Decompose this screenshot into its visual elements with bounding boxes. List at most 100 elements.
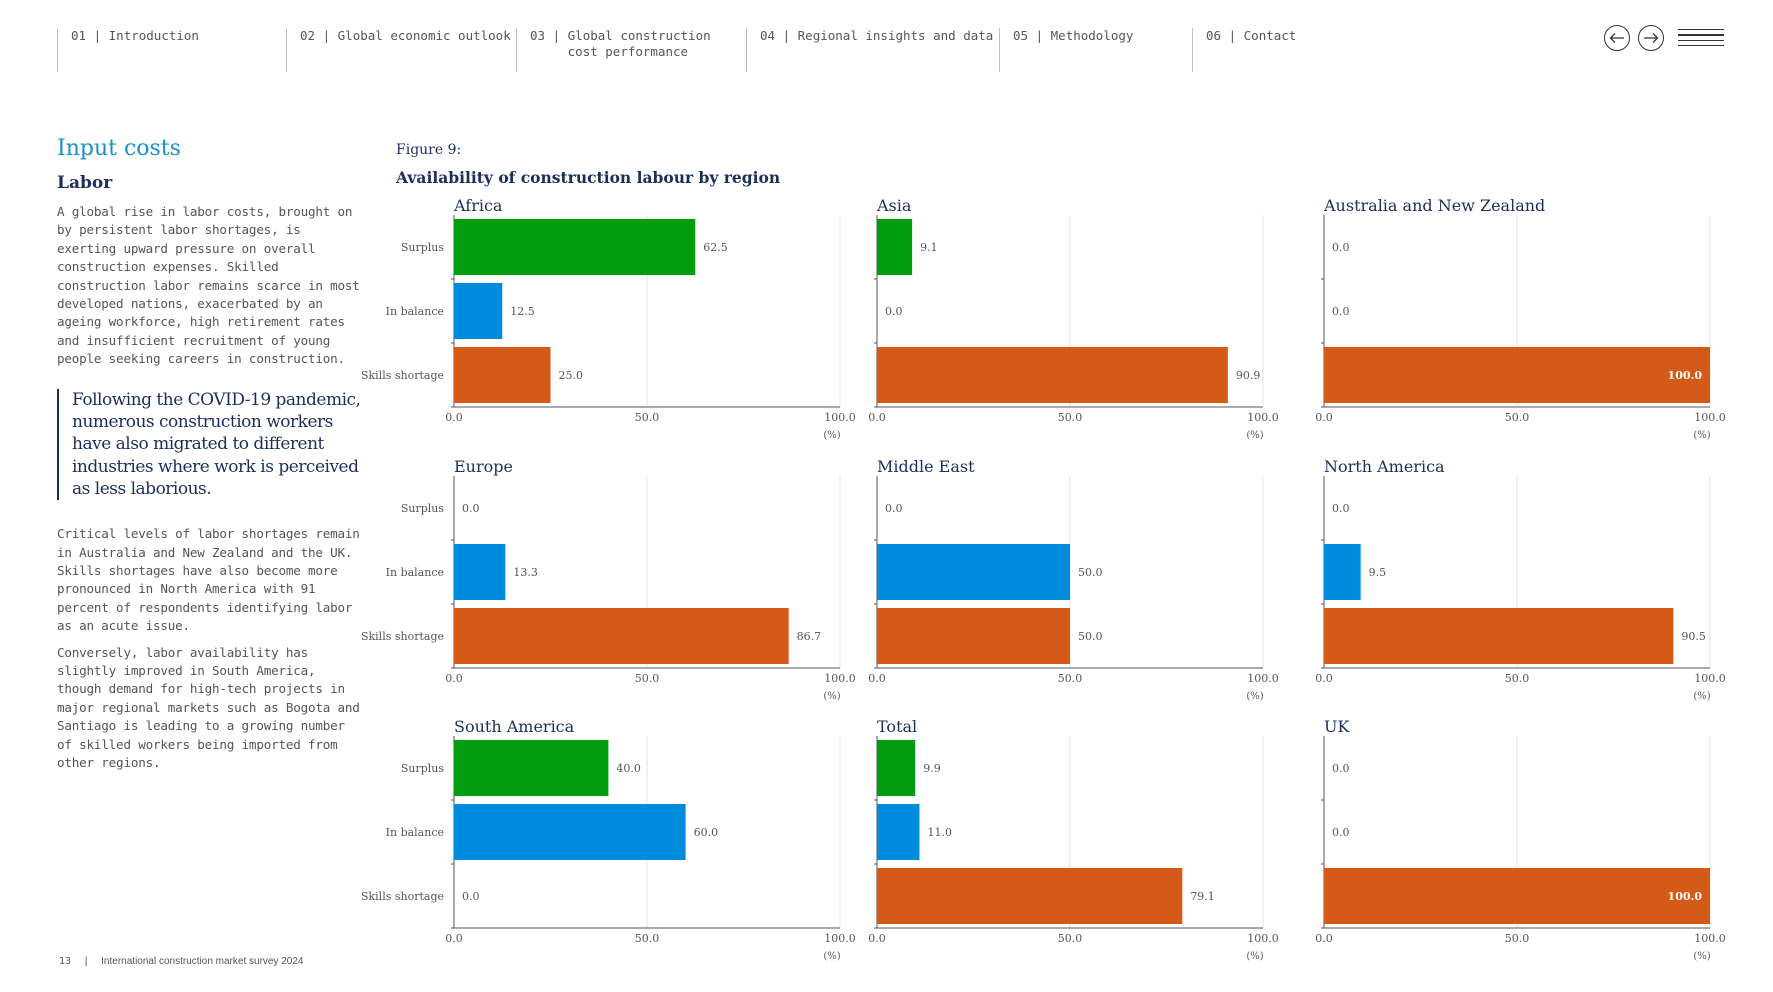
bar-africa-skills-shortage: [454, 347, 551, 403]
chart-title-middle-east: Middle East: [877, 457, 975, 476]
x-tick-label: 100.0: [1694, 672, 1726, 685]
data-label: 50.0: [1078, 566, 1103, 579]
data-label: 90.5: [1681, 630, 1706, 643]
data-label: 0.0: [462, 502, 480, 515]
x-tick-label: 0.0: [445, 672, 463, 685]
x-tick-label: 50.0: [635, 932, 660, 945]
data-label: 0.0: [885, 305, 903, 318]
data-label: 0.0: [1332, 762, 1350, 775]
chart-title-south-america: South America: [454, 717, 575, 736]
chart-title-uk: UK: [1324, 717, 1350, 736]
x-tick-label: 0.0: [1315, 672, 1333, 685]
data-label: 9.5: [1369, 566, 1387, 579]
bar-south-america-surplus: [454, 740, 608, 796]
bar-middle-east-skills-shortage: [877, 608, 1070, 664]
data-label: 0.0: [885, 502, 903, 515]
category-label: In balance: [386, 305, 444, 318]
data-label: 79.1: [1190, 890, 1215, 903]
category-label: Surplus: [401, 241, 445, 254]
data-label: 100.0: [1668, 369, 1703, 382]
data-label: 9.1: [920, 241, 938, 254]
category-label: Skills shortage: [361, 369, 444, 382]
data-label: 50.0: [1078, 630, 1103, 643]
bar-europe-in-balance: [454, 544, 505, 600]
x-axis-unit: (%): [1693, 430, 1710, 441]
chart-title-north-america: North America: [1324, 457, 1445, 476]
data-label: 100.0: [1668, 890, 1703, 903]
bar-africa-in-balance: [454, 283, 502, 339]
chart-title-asia: Asia: [876, 196, 912, 215]
bar-south-america-in-balance: [454, 804, 686, 860]
x-axis-unit: (%): [1246, 691, 1263, 702]
bar-middle-east-in-balance: [877, 544, 1070, 600]
x-tick-label: 50.0: [635, 672, 660, 685]
x-tick-label: 100.0: [824, 672, 856, 685]
category-label: Skills shortage: [361, 890, 444, 903]
x-axis-unit: (%): [1693, 951, 1710, 962]
data-label: 40.0: [616, 762, 641, 775]
x-axis-unit: (%): [1246, 951, 1263, 962]
chart-title-australia-and-new-zealand: Australia and New Zealand: [1323, 196, 1545, 215]
data-label: 12.5: [510, 305, 535, 318]
data-label: 90.9: [1236, 369, 1261, 382]
data-label: 0.0: [462, 890, 480, 903]
x-tick-label: 0.0: [1315, 932, 1333, 945]
bar-africa-surplus: [454, 219, 695, 275]
bar-asia-skills-shortage: [877, 347, 1228, 403]
bar-asia-surplus: [877, 219, 912, 275]
category-label: Surplus: [401, 762, 445, 775]
category-label: In balance: [386, 566, 444, 579]
x-tick-label: 100.0: [824, 411, 856, 424]
x-tick-label: 0.0: [445, 932, 463, 945]
x-tick-label: 0.0: [868, 932, 886, 945]
chart-title-africa: Africa: [453, 196, 503, 215]
x-tick-label: 50.0: [1058, 411, 1083, 424]
x-axis-unit: (%): [1246, 430, 1263, 441]
data-label: 13.3: [513, 566, 538, 579]
x-tick-label: 100.0: [824, 932, 856, 945]
x-tick-label: 50.0: [1058, 932, 1083, 945]
data-label: 62.5: [703, 241, 728, 254]
x-tick-label: 50.0: [1505, 672, 1530, 685]
x-tick-label: 100.0: [1694, 411, 1726, 424]
data-label: 0.0: [1332, 826, 1350, 839]
data-label: 86.7: [797, 630, 822, 643]
data-label: 25.0: [559, 369, 584, 382]
x-tick-label: 50.0: [1058, 672, 1083, 685]
x-tick-label: 0.0: [1315, 411, 1333, 424]
data-label: 60.0: [694, 826, 719, 839]
x-tick-label: 50.0: [1505, 411, 1530, 424]
x-tick-label: 100.0: [1247, 932, 1279, 945]
category-label: In balance: [386, 826, 444, 839]
data-label: 0.0: [1332, 502, 1350, 515]
data-label: 11.0: [927, 826, 952, 839]
chart-title-europe: Europe: [454, 457, 513, 476]
bar-north-america-in-balance: [1324, 544, 1361, 600]
bar-total-skills-shortage: [877, 868, 1182, 924]
data-label: 0.0: [1332, 241, 1350, 254]
bar-north-america-skills-shortage: [1324, 608, 1673, 664]
data-label: 9.9: [923, 762, 941, 775]
category-label: Surplus: [401, 502, 445, 515]
x-tick-label: 0.0: [868, 411, 886, 424]
x-tick-label: 100.0: [1247, 672, 1279, 685]
x-axis-unit: (%): [823, 430, 840, 441]
x-axis-unit: (%): [1693, 691, 1710, 702]
bar-total-surplus: [877, 740, 915, 796]
x-tick-label: 0.0: [868, 672, 886, 685]
bar-australia-and-new-zealand-skills-shortage: [1324, 347, 1710, 403]
category-label: Skills shortage: [361, 630, 444, 643]
x-tick-label: 0.0: [445, 411, 463, 424]
bar-total-in-balance: [877, 804, 919, 860]
data-label: 0.0: [1332, 305, 1350, 318]
bar-uk-skills-shortage: [1324, 868, 1710, 924]
x-axis-unit: (%): [823, 951, 840, 962]
x-tick-label: 100.0: [1247, 411, 1279, 424]
x-tick-label: 50.0: [1505, 932, 1530, 945]
charts-canvas: Africa 62.5 Surplus 12.5 In balance 25.0 Skill…: [0, 0, 1773, 992]
chart-title-total: Total: [877, 717, 917, 736]
x-axis-unit: (%): [823, 691, 840, 702]
bar-europe-skills-shortage: [454, 608, 789, 664]
x-tick-label: 100.0: [1694, 932, 1726, 945]
x-tick-label: 50.0: [635, 411, 660, 424]
